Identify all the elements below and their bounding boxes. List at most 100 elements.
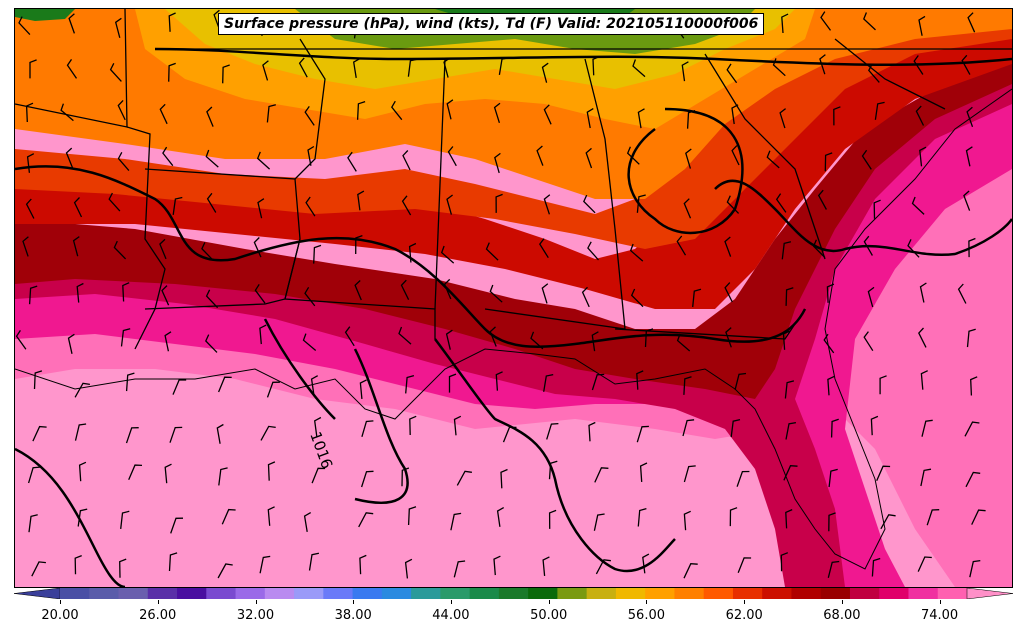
- wind-barb: [911, 196, 925, 215]
- wind-barb: [543, 194, 551, 215]
- wind-barb: [824, 152, 833, 172]
- wind-barb: [266, 104, 276, 123]
- wind-barb: [595, 559, 611, 575]
- wind-barb: [401, 467, 410, 487]
- wind-barb: [683, 465, 696, 483]
- wind-barb: [119, 558, 127, 578]
- wind-barb: [879, 375, 887, 395]
- wind-barb: [117, 99, 126, 121]
- wind-barb: [256, 151, 271, 170]
- wind-barb: [15, 330, 27, 350]
- wind-barb: [926, 509, 940, 526]
- wind-barb: [18, 16, 31, 36]
- wind-barb: [267, 461, 276, 481]
- colorbar-segment: [411, 588, 441, 599]
- wind-barb: [206, 106, 214, 127]
- wind-barb: [827, 560, 840, 578]
- wind-barb: [730, 418, 741, 438]
- wind-barb: [920, 468, 932, 487]
- wind-barb: [588, 421, 596, 442]
- wind-barb: [26, 153, 35, 173]
- wind-barb: [109, 63, 122, 82]
- wind-barb: [919, 282, 927, 303]
- wind-barb: [73, 197, 83, 218]
- wind-barb: [870, 415, 879, 436]
- wind-barb: [495, 193, 503, 213]
- wind-barb: [305, 196, 316, 217]
- wind-barb: [404, 558, 413, 579]
- wind-barb: [782, 330, 791, 350]
- colorbar-segment: [528, 588, 558, 599]
- wind-barb: [783, 465, 798, 481]
- wind-barb: [863, 235, 873, 256]
- wind-barb: [861, 149, 872, 170]
- wind-barb: [964, 421, 980, 437]
- colorbar-segment: [762, 588, 792, 599]
- colorbar-segment: [732, 588, 763, 599]
- colorbar-segment: [440, 588, 471, 599]
- wind-barb: [496, 507, 505, 527]
- colorbar-segment: [206, 588, 237, 599]
- wind-barb: [642, 553, 650, 574]
- wind-barb: [28, 285, 38, 305]
- colorbar-tick-label: 20.00: [41, 608, 79, 623]
- wind-barb: [205, 289, 219, 309]
- wind-barb: [970, 376, 978, 396]
- wind-barb: [676, 333, 691, 352]
- wind-barb: [629, 243, 644, 262]
- wind-barb: [257, 198, 265, 219]
- wind-barb: [359, 554, 367, 575]
- wind-barb: [766, 150, 780, 169]
- colorbar-segment: [908, 588, 939, 599]
- colorbar-segment: [557, 588, 588, 599]
- colorbar-segment: [937, 588, 968, 599]
- wind-barb: [358, 512, 374, 528]
- colorbar-segment: [674, 588, 705, 599]
- wind-barb: [683, 563, 698, 579]
- wind-barb: [409, 415, 417, 436]
- wind-barb: [919, 146, 927, 167]
- wind-barb: [489, 284, 503, 303]
- wind-barb: [683, 198, 692, 219]
- wind-barb: [448, 373, 457, 393]
- wind-barb: [217, 376, 232, 393]
- wind-barb: [775, 193, 787, 213]
- wind-barb: [785, 421, 797, 440]
- colorbar-tick: [450, 600, 452, 604]
- wind-barb: [968, 237, 976, 258]
- wind-barb: [781, 13, 789, 34]
- colorbar-segment: [60, 588, 90, 599]
- wind-barb: [963, 190, 971, 211]
- colorbar-ticks: 20.00 26.00 32.00 38.00 44.00 50.00 56.00 62.00…: [0, 600, 1022, 630]
- colorbar-segment: [820, 588, 851, 599]
- colorbar-tick: [157, 600, 159, 604]
- wind-barb: [352, 58, 361, 79]
- colorbar-segment: [264, 588, 295, 599]
- wind-barb: [961, 54, 971, 75]
- wind-barb: [683, 510, 691, 531]
- colorbar-segment: [294, 588, 324, 599]
- wind-barb: [74, 382, 91, 398]
- wind-barb: [205, 334, 218, 353]
- wind-barb: [498, 57, 510, 76]
- wind-barb: [823, 333, 835, 354]
- colorbar-segment: [235, 588, 266, 599]
- wind-barb: [630, 288, 644, 308]
- wind-barb: [162, 146, 174, 167]
- wind-barb: [542, 556, 550, 576]
- wind-barb: [259, 324, 267, 345]
- wind-barb: [221, 508, 236, 525]
- colorbar-tick: [255, 600, 257, 604]
- wind-barb: [921, 419, 933, 437]
- wind-barb: [966, 328, 976, 348]
- wind-barb: [260, 425, 276, 441]
- wind-barb: [298, 57, 308, 78]
- wind-barb: [206, 192, 217, 213]
- wind-barb: [725, 327, 732, 348]
- wind-barb: [819, 54, 826, 75]
- wind-barb: [871, 557, 881, 577]
- wind-barb: [592, 55, 600, 76]
- wind-barb: [114, 17, 122, 38]
- wind-barb: [108, 192, 121, 212]
- wind-barb: [407, 506, 417, 526]
